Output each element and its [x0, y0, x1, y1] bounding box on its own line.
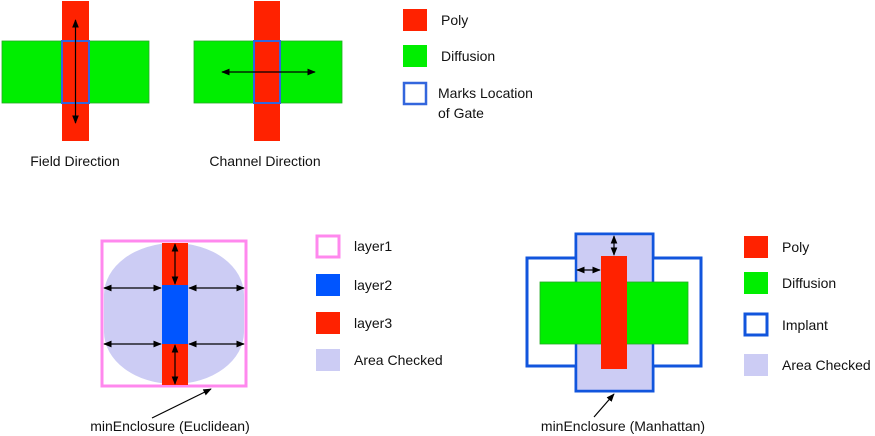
channel-direction-diagram: Channel Direction: [193, 1, 343, 169]
legend-area-checked-label: Area Checked: [782, 357, 871, 373]
manhattan-legend: Poly Diffusion Implant Area Checked: [743, 236, 871, 376]
area-checked-swatch-icon: [744, 354, 768, 376]
caption-pointer-arrow: [593, 393, 615, 418]
layer2-shape: [162, 285, 188, 344]
legend-gate-label-line2: of Gate: [438, 105, 484, 121]
legend-gate-label-line1: Marks Location: [438, 85, 533, 101]
legend-area-checked-label: Area Checked: [354, 352, 443, 368]
channel-direction-caption: Channel Direction: [209, 153, 320, 169]
area-checked-swatch-icon: [316, 349, 340, 371]
layer2-swatch-icon: [316, 274, 340, 296]
implant-outline-icon: [743, 312, 769, 337]
poly-swatch-icon: [744, 236, 768, 258]
layer1-outline-icon: [315, 234, 341, 259]
poly-shape: [254, 1, 280, 141]
poly-shape: [601, 256, 627, 369]
euclidean-diagram: minEnclosure (Euclidean): [90, 239, 250, 434]
layer1-outline: [100, 239, 248, 388]
legend-layer3-label: layer3: [354, 315, 392, 331]
gate-outline-icon: [402, 81, 428, 106]
legend-implant-label: Implant: [782, 317, 828, 333]
legend-layer2-label: layer2: [354, 277, 392, 293]
top-legend: Poly Diffusion Marks Location of Gate: [402, 9, 533, 121]
legend-layer1-label: layer1: [354, 238, 392, 254]
manhattan-caption: minEnclosure (Manhattan): [541, 418, 705, 434]
euclidean-legend: layer1 layer2 layer3 Area Checked: [315, 234, 443, 371]
legend-poly-label: Poly: [441, 12, 468, 28]
legend-poly-label: Poly: [782, 239, 809, 255]
field-direction-caption: Field Direction: [30, 153, 119, 169]
diffusion-swatch-icon: [744, 272, 768, 294]
euclidean-caption: minEnclosure (Euclidean): [90, 418, 250, 434]
caption-pointer-arrow: [151, 388, 212, 419]
layer3-swatch-icon: [316, 312, 340, 334]
legend-diffusion-label: Diffusion: [441, 48, 495, 64]
poly-swatch-icon: [403, 9, 427, 31]
field-direction-diagram: Field Direction: [1, 1, 150, 169]
manhattan-diagram: minEnclosure (Manhattan): [525, 232, 705, 434]
legend-diffusion-label: Diffusion: [782, 275, 836, 291]
diffusion-swatch-icon: [403, 45, 427, 67]
